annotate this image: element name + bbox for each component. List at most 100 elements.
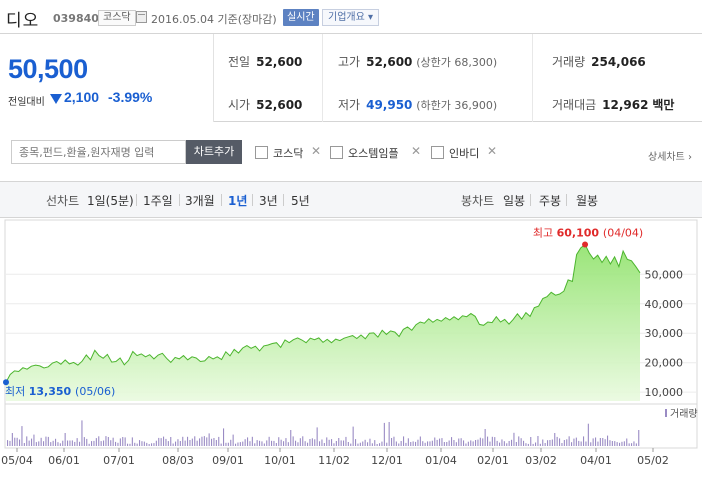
volume-bar	[400, 441, 402, 446]
volume-bar	[220, 443, 222, 446]
volume-bar	[83, 437, 85, 446]
stat-unit: 백만	[652, 98, 675, 112]
volume-bar	[619, 442, 621, 446]
volume-bar	[338, 438, 340, 446]
volume-bar	[448, 440, 450, 446]
company-overview-dropdown[interactable]: 기업개요 ▾	[322, 9, 379, 26]
volume-bar	[7, 440, 9, 446]
volume-bar	[463, 440, 465, 446]
low-label: 최저 13,350 (05/06)	[5, 385, 115, 398]
volume-bar	[343, 440, 345, 446]
add-chart-button[interactable]: 차트추가	[186, 140, 242, 164]
volume-bar	[422, 441, 424, 446]
price-chart[interactable]: 10,000 20,000 30,000 40,000 50,000 최고 60,100…	[0, 218, 702, 483]
period-1w[interactable]: 1주일	[143, 194, 173, 208]
x-tick-label: 12/01	[371, 454, 403, 467]
compare-label[interactable]: 코스닥	[273, 147, 304, 160]
volume-bar	[345, 436, 347, 446]
volume-bar	[103, 440, 105, 446]
volume-bar	[631, 443, 633, 446]
volume-bar	[616, 442, 618, 446]
detail-chart-link[interactable]: 상세차트 ›	[648, 152, 692, 163]
period-1y[interactable]: 1년	[228, 194, 248, 208]
volume-bar	[278, 437, 280, 446]
volume-bar	[57, 442, 59, 446]
volume-bar	[525, 443, 527, 446]
volume-bar	[393, 436, 395, 446]
volume-bar	[86, 438, 88, 446]
compare-label[interactable]: 인바디	[449, 147, 480, 160]
volume-bar	[335, 441, 337, 446]
candle-weekly[interactable]: 주봉	[539, 194, 562, 208]
volume-bar	[355, 439, 357, 446]
volume-bar	[323, 443, 325, 446]
volume-bar	[35, 442, 37, 446]
compare-checkbox-kosdaq[interactable]	[255, 146, 268, 159]
period-3y[interactable]: 3년	[259, 194, 278, 208]
volume-bar	[513, 432, 515, 446]
stat-label: 고가	[338, 55, 361, 69]
y-tick-label: 10,000	[645, 386, 684, 399]
realtime-button[interactable]: 실시간	[283, 9, 319, 26]
period-5y[interactable]: 5년	[291, 194, 310, 208]
volume-bar	[9, 440, 11, 446]
volume-bar	[453, 440, 455, 446]
volume-bar	[189, 440, 191, 446]
volume-bar	[71, 440, 73, 446]
remove-icon[interactable]: ✕	[487, 144, 498, 158]
volume-bar	[235, 443, 237, 446]
volume-bar	[587, 423, 589, 446]
volume-bar	[571, 442, 573, 446]
volume-bar	[112, 437, 114, 446]
compare-checkbox-osstem[interactable]	[330, 146, 343, 159]
volume-legend-icon	[665, 409, 667, 417]
volume-bar	[367, 442, 369, 446]
candle-monthly[interactable]: 월봉	[576, 194, 599, 208]
remove-icon[interactable]: ✕	[411, 144, 422, 158]
volume-bar	[131, 437, 133, 446]
candle-daily[interactable]: 일봉	[503, 194, 526, 208]
volume-bar	[568, 436, 570, 446]
volume-bar	[374, 440, 376, 446]
period-3m[interactable]: 3개월	[185, 194, 215, 208]
divider	[566, 194, 567, 206]
volume-bar	[122, 437, 124, 446]
volume-bar	[16, 437, 18, 446]
volume-bar	[511, 439, 513, 446]
remove-icon[interactable]: ✕	[311, 144, 322, 158]
volume-bar	[319, 441, 321, 446]
stat-volume: 거래량 254,066	[552, 53, 646, 70]
volume-bar	[563, 440, 565, 446]
volume-bar	[633, 441, 635, 446]
volume-bar	[196, 440, 198, 446]
volume-bar	[501, 439, 503, 446]
volume-bar	[539, 443, 541, 446]
x-tick-label: 03/02	[525, 454, 557, 467]
high-label: 최고 60,100 (04/04)	[533, 227, 643, 240]
volume-bar	[467, 441, 469, 446]
volume-bar	[359, 442, 361, 446]
volume-bar	[139, 440, 141, 446]
volume-bar	[153, 443, 155, 446]
x-tick-label: 10/01	[264, 454, 296, 467]
change-label: 전일대비	[8, 97, 45, 108]
volume-bar	[167, 441, 169, 446]
volume-bar	[621, 441, 623, 446]
period-1d[interactable]: 1일(5분)	[87, 194, 134, 208]
volume-bar	[472, 441, 474, 446]
volume-bar	[441, 438, 443, 446]
compare-label[interactable]: 오스템임플	[348, 147, 399, 160]
compare-search-input[interactable]	[11, 140, 186, 164]
volume-bar	[371, 443, 373, 446]
volume-bar	[623, 441, 625, 446]
volume-bar	[179, 441, 181, 446]
compare-checkbox-inbody[interactable]	[431, 146, 444, 159]
stat-label: 거래대금	[552, 98, 597, 112]
chart-canvas[interactable]: 10,000 20,000 30,000 40,000 50,000 최고 60,100…	[0, 218, 702, 483]
stat-value: 12,962	[602, 98, 649, 112]
volume-bar	[93, 440, 95, 446]
current-price: 50,500	[8, 54, 88, 84]
volume-bar	[451, 437, 453, 446]
volume-bar	[556, 436, 558, 446]
volume-bar	[381, 441, 383, 446]
